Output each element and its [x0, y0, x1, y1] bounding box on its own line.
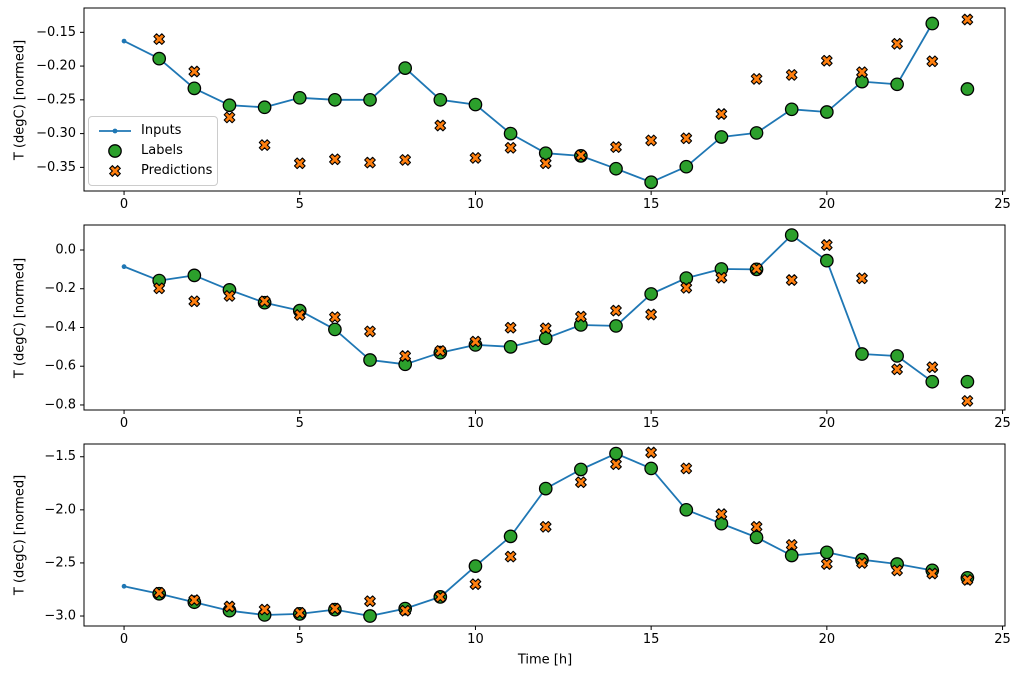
legend-item-predictions: Predictions	[98, 163, 212, 179]
legend-item-labels: Labels	[98, 143, 208, 159]
y-tick-label: −1.5	[44, 449, 76, 464]
x-tick-label: 15	[643, 197, 660, 212]
subplot-2: 0 5 10 15 20 25 −1.5 −2.0 −2.5 −3.0	[44, 443, 1011, 647]
x-tick-label: 25	[994, 197, 1011, 212]
x-axis-ticks: 0 5 10 15 20 25	[120, 191, 1011, 212]
predictions-scatter-series	[153, 446, 974, 619]
y-tick-label: 0.0	[55, 242, 76, 257]
predictions-scatter-series	[153, 239, 974, 407]
axes-spines	[83, 443, 1006, 627]
inputs-line-series	[121, 451, 935, 619]
x-tick-label: 15	[643, 416, 660, 431]
x-tick-label: 10	[467, 632, 484, 647]
y-axis-ticks: −1.5 −2.0 −2.5 −3.0	[44, 449, 84, 624]
y-axis-label-middle: T (degC) [normed]	[12, 257, 28, 379]
x-tick-label: 10	[467, 197, 484, 212]
predictions-scatter-series	[153, 13, 974, 170]
x-tick-label: 20	[819, 197, 836, 212]
x-tick-label: 0	[120, 416, 128, 431]
x-tick-label: 0	[120, 197, 128, 212]
y-tick-label: −0.30	[36, 126, 76, 141]
x-tick-label: 20	[819, 632, 836, 647]
x-tick-label: 15	[643, 632, 660, 647]
y-axis-label-bottom: T (degC) [normed]	[12, 474, 28, 596]
inputs-line-series	[121, 21, 935, 185]
y-tick-label: −0.25	[36, 92, 76, 107]
legend-label-inputs: Inputs	[141, 123, 182, 138]
x-tick-label: 10	[467, 416, 484, 431]
labels-scatter-series	[152, 16, 975, 190]
y-tick-label: −0.4	[44, 320, 76, 335]
inputs-line-series	[121, 232, 935, 385]
axes-spines	[83, 224, 1006, 411]
predictions-x-icon	[98, 163, 132, 179]
y-tick-label: −0.35	[36, 160, 76, 175]
legend-item-inputs: Inputs	[98, 123, 208, 139]
x-tick-label: 5	[296, 416, 304, 431]
y-axis-ticks: −0.15 −0.20 −0.25 −0.30 −0.35	[36, 25, 84, 175]
y-tick-label: −0.8	[44, 397, 76, 412]
y-tick-label: −0.15	[36, 25, 76, 40]
x-axis-ticks: 0 5 10 15 20 25	[120, 626, 1011, 647]
x-tick-label: 0	[120, 632, 128, 647]
x-tick-label: 5	[296, 197, 304, 212]
x-tick-label: 25	[994, 632, 1011, 647]
subplot-1: 0 5 10 15 20 25 0.0 −0.2 −0.4 −0.6 −0.8	[44, 224, 1011, 431]
x-tick-label: 5	[296, 632, 304, 647]
y-axis-label-top: T (degC) [normed]	[12, 39, 28, 161]
x-tick-label: 25	[994, 416, 1011, 431]
y-tick-label: −2.5	[44, 555, 76, 570]
y-tick-label: −0.2	[44, 281, 76, 296]
inputs-line-icon	[98, 123, 132, 139]
x-axis-label: Time [h]	[517, 652, 573, 668]
x-axis-ticks: 0 5 10 15 20 25	[120, 410, 1011, 431]
y-axis-ticks: 0.0 −0.2 −0.4 −0.6 −0.8	[44, 242, 84, 412]
y-tick-label: −0.20	[36, 59, 76, 74]
legend-label-labels: Labels	[141, 143, 183, 158]
labels-scatter-series	[152, 446, 975, 623]
axes-spines	[83, 7, 1006, 192]
y-tick-label: −3.0	[44, 609, 76, 624]
labels-circle-icon	[98, 143, 132, 159]
legend-label-predictions: Predictions	[141, 163, 213, 178]
subplot-0: 0 5 10 15 20 25 −0.15 −0.20 −0.25 −0.30 −0.35	[36, 7, 1011, 212]
y-tick-label: −0.6	[44, 359, 76, 374]
y-tick-label: −2.0	[44, 502, 76, 517]
legend: Inputs Labels Predictions	[88, 116, 218, 186]
x-tick-label: 20	[819, 416, 836, 431]
labels-scatter-series	[152, 228, 975, 389]
